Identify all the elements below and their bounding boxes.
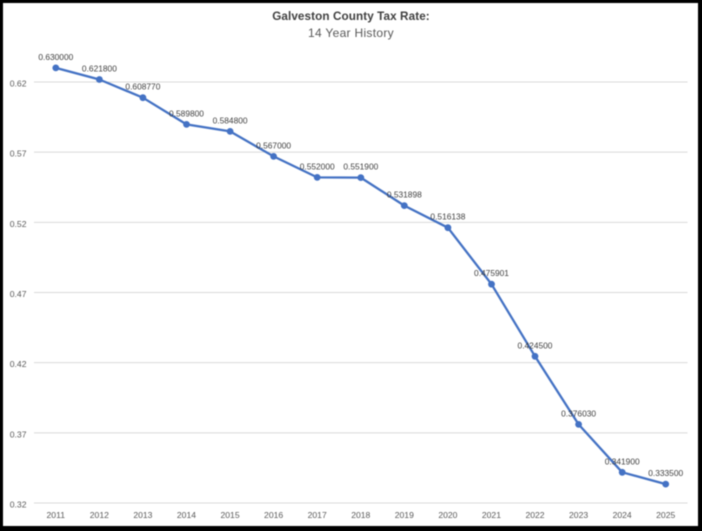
data-point-2024 [618, 468, 626, 476]
data-label-2012: 0.621800 [82, 64, 117, 74]
x-tick-label-2023: 2023 [569, 510, 588, 520]
data-label-2022: 0.424500 [518, 340, 553, 350]
data-label-2016: 0.567000 [256, 140, 291, 150]
y-tick-label-0.37: 0.37 [10, 429, 27, 439]
data-point-2015 [226, 127, 234, 135]
x-tick-label-2011: 2011 [47, 510, 66, 520]
y-tick-label-0.32: 0.32 [10, 500, 27, 510]
data-label-2019: 0.531898 [387, 190, 422, 200]
x-tick-label-2025: 2025 [656, 510, 675, 520]
data-label-2024: 0.341900 [605, 456, 640, 466]
x-tick-label-2020: 2020 [438, 510, 457, 520]
series-line-tax-rate [54, 66, 667, 486]
data-label-2014: 0.589800 [169, 108, 204, 118]
data-point-2020 [444, 224, 452, 232]
data-point-2017 [313, 174, 321, 181]
x-tick-label-2019: 2019 [395, 510, 414, 520]
data-point-2018 [357, 174, 365, 182]
data-label-2015: 0.584800 [213, 115, 248, 125]
data-point-2012 [96, 76, 103, 83]
y-tick-label-0.52: 0.52 [10, 219, 27, 229]
x-tick-label-2015: 2015 [220, 510, 239, 520]
data-label-2023: 0.376030 [561, 408, 596, 418]
x-tick-label-2016: 2016 [264, 510, 283, 520]
x-tick-label-2014: 2014 [177, 510, 196, 520]
x-tick-label-2022: 2022 [525, 510, 544, 520]
data-point-2025 [662, 480, 670, 488]
data-point-2011 [52, 64, 60, 72]
data-label-2025: 0.333500 [648, 468, 683, 478]
line-chart: 0.32 0.37 0.42 0.47 0.52 0.57 0.62 2011 2012 2013… [10, 52, 688, 520]
x-tick-label-2021: 2021 [482, 510, 501, 520]
data-point-2022 [531, 352, 539, 360]
y-tick-label-0.42: 0.42 [10, 359, 27, 369]
data-label-2021: 0.475901 [474, 268, 509, 278]
chart-background: Galveston County Tax Rate: 14 Year Histo… [3, 3, 698, 526]
x-tick-label-2017: 2017 [308, 510, 327, 520]
data-label-2018: 0.551900 [343, 162, 378, 172]
x-tick-label-2012: 2012 [90, 510, 109, 520]
y-tick-label-0.57: 0.57 [10, 149, 27, 159]
data-point-2023 [575, 421, 582, 428]
data-point-2016 [270, 153, 277, 160]
data-point-2014 [183, 121, 190, 128]
y-tick-label-0.62: 0.62 [10, 78, 27, 88]
data-point-2013 [139, 94, 147, 102]
x-tick-label-2024: 2024 [613, 510, 632, 520]
data-label-2011: 0.630000 [38, 52, 73, 62]
data-point-2021 [488, 280, 495, 288]
data-label-2020: 0.516138 [430, 212, 465, 222]
x-tick-label-2013: 2013 [133, 510, 152, 520]
data-label-2013: 0.608770 [125, 82, 160, 92]
data-label-2017: 0.552000 [300, 161, 335, 171]
x-tick-label-2018: 2018 [351, 510, 370, 520]
y-tick-label-0.47: 0.47 [10, 289, 27, 299]
data-point-2019 [400, 202, 408, 210]
